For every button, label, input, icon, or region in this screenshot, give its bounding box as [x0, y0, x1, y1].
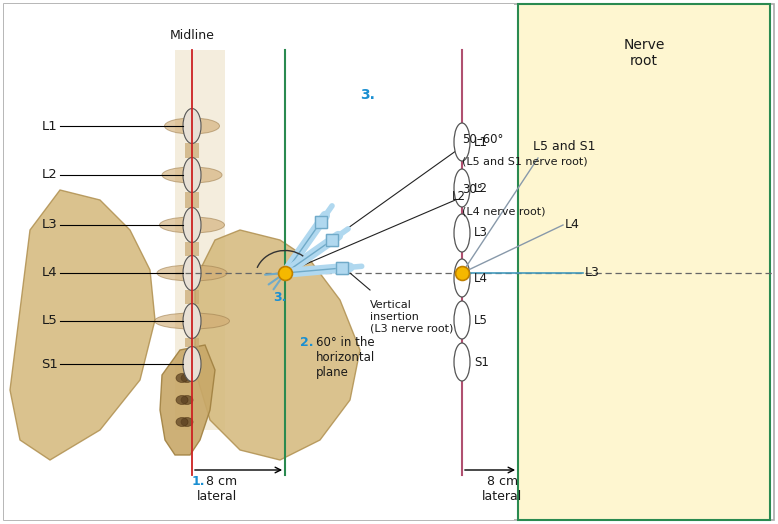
Text: 8 cm: 8 cm: [487, 475, 518, 488]
Text: L5: L5: [42, 314, 58, 328]
Ellipse shape: [181, 396, 193, 405]
Text: 3.: 3.: [360, 88, 375, 102]
Ellipse shape: [181, 418, 193, 427]
Ellipse shape: [454, 169, 470, 207]
Text: lateral: lateral: [482, 490, 522, 503]
Ellipse shape: [454, 301, 470, 339]
Text: L3: L3: [474, 226, 488, 239]
Bar: [518, 4, 770, 520]
Bar: [175, 50, 225, 430]
Text: L2: L2: [452, 190, 466, 202]
Ellipse shape: [454, 123, 470, 161]
Text: 30°: 30°: [462, 183, 482, 196]
Ellipse shape: [454, 214, 470, 252]
Text: L2: L2: [42, 169, 58, 181]
Text: S1: S1: [41, 357, 58, 370]
Text: 60° in the
horizontal
plane: 60° in the horizontal plane: [316, 336, 375, 379]
Ellipse shape: [183, 303, 201, 339]
Ellipse shape: [176, 374, 188, 383]
Ellipse shape: [159, 217, 225, 233]
Polygon shape: [10, 190, 155, 460]
Text: lateral: lateral: [197, 490, 237, 503]
Ellipse shape: [183, 208, 201, 243]
Text: Nerve
root: Nerve root: [623, 38, 664, 68]
Bar: [185, 192, 199, 208]
Text: S1: S1: [474, 355, 489, 368]
Bar: [4, 4, 514, 520]
Text: Vertical
insertion
(L3 nerve root): Vertical insertion (L3 nerve root): [370, 300, 454, 333]
Polygon shape: [195, 230, 360, 460]
Text: L4: L4: [565, 219, 580, 232]
Bar: [185, 143, 199, 158]
Text: L4: L4: [42, 267, 58, 279]
Text: 3.: 3.: [273, 291, 286, 304]
Ellipse shape: [162, 167, 222, 183]
Ellipse shape: [454, 259, 470, 297]
Ellipse shape: [181, 374, 193, 383]
Text: L3: L3: [585, 267, 600, 279]
Ellipse shape: [183, 346, 201, 381]
Ellipse shape: [157, 265, 227, 281]
Text: 1.: 1.: [192, 475, 205, 488]
Ellipse shape: [155, 313, 230, 329]
Text: 50–60°: 50–60°: [462, 133, 503, 146]
Text: L3: L3: [42, 219, 58, 232]
Text: L1: L1: [474, 136, 488, 148]
Ellipse shape: [183, 256, 201, 290]
Text: L4: L4: [474, 271, 488, 285]
Bar: [185, 242, 199, 256]
Ellipse shape: [176, 396, 188, 405]
Text: 8 cm: 8 cm: [206, 475, 237, 488]
Text: 2.: 2.: [300, 336, 314, 349]
Text: L1: L1: [42, 119, 58, 133]
Polygon shape: [160, 345, 215, 455]
Text: (L4 nerve root): (L4 nerve root): [462, 206, 545, 216]
Text: (L5 and S1 nerve root): (L5 and S1 nerve root): [462, 156, 587, 166]
Text: Midline: Midline: [170, 29, 215, 42]
Bar: [185, 290, 199, 304]
Text: L2: L2: [474, 181, 488, 194]
Ellipse shape: [454, 343, 470, 381]
Bar: [185, 338, 199, 347]
Ellipse shape: [183, 158, 201, 192]
Text: L5: L5: [474, 313, 488, 326]
Ellipse shape: [183, 108, 201, 144]
Ellipse shape: [176, 418, 188, 427]
Text: L5 and S1: L5 and S1: [533, 140, 595, 153]
Ellipse shape: [164, 118, 219, 134]
